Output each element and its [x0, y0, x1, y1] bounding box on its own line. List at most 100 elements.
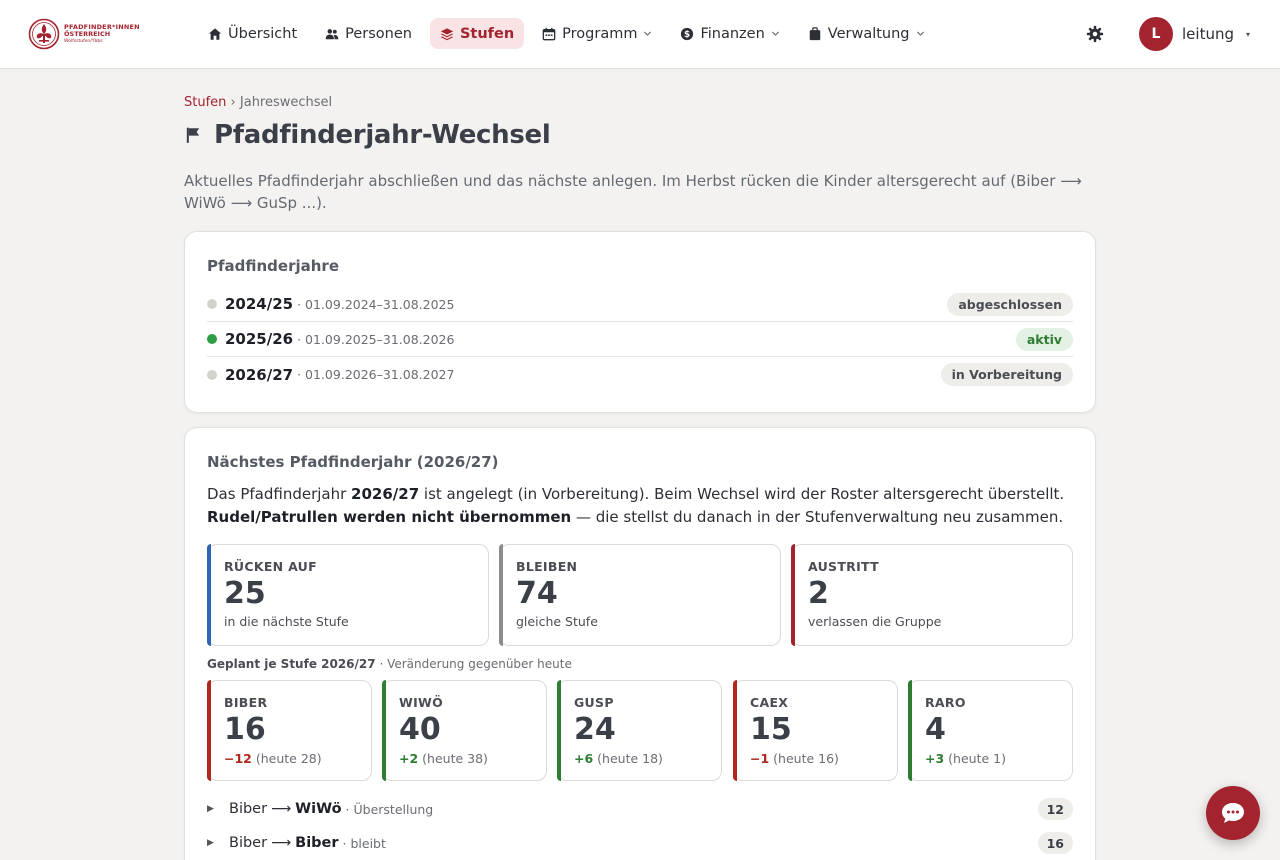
transition-to: WiWö — [295, 801, 342, 817]
plan-title: Geplant je Stufe 2026/27 — [207, 657, 376, 671]
brand-line-2: ÖSTERREICH — [64, 30, 111, 39]
count-badge: 16 — [1037, 832, 1073, 854]
stat-caption: gleiche Stufe — [516, 614, 598, 629]
transition-type: · Überstellung — [345, 801, 434, 817]
transition-from: Biber — [229, 835, 268, 851]
nav-item-verwaltung[interactable]: Verwaltung — [798, 18, 935, 49]
stage-change: +6 (heute 18) — [574, 751, 721, 766]
intro-warning: Rudel/Patrullen werden nicht übernommen — [207, 508, 572, 526]
status-dot — [207, 369, 217, 380]
intro-text: ist angelegt (in Vorbereitung). Beim Wec… — [419, 485, 1065, 503]
stat-value: 25 — [224, 576, 266, 611]
arrow-right-icon: ⟶ — [271, 801, 292, 817]
stat-value: 74 — [516, 576, 558, 611]
chevron-down-icon — [771, 31, 779, 37]
stage-count: 16 — [224, 712, 266, 747]
breadcrumb: Stufen › Jahreswechsel — [184, 95, 332, 110]
today-value: (heute 18) — [597, 751, 663, 766]
stat-card-exit: AUSTRITT 2 verlassen die Gruppe — [791, 544, 1073, 646]
main-nav: Übersicht Personen Stufen Programm $ Fin… — [198, 18, 943, 49]
plan-heading: Geplant je Stufe 2026/27 · Veränderung g… — [207, 657, 572, 671]
stat-caption: in die nächste Stufe — [224, 614, 349, 629]
page-title-row: Pfadfinderjahr-Wechsel — [184, 120, 551, 150]
intro-year: 2026/27 — [351, 485, 420, 503]
next-year-card: Nächstes Pfadfinderjahr (2026/27) Das Pf… — [184, 427, 1096, 860]
breadcrumb-current: Jahreswechsel — [239, 95, 333, 110]
home-icon — [208, 27, 222, 40]
svg-text:$: $ — [684, 30, 690, 40]
stat-label: RÜCKEN AUF — [224, 559, 317, 574]
status-badge: aktiv — [1015, 328, 1073, 351]
transition-row[interactable]: ▶ Biber ⟶ Biber · bleibt 16 — [207, 828, 1073, 858]
stage-tile-biber: BIBER 16 −12 (heute 28) — [207, 680, 372, 781]
stat-label: BLEIBEN — [516, 559, 578, 574]
stat-caption: verlassen die Gruppe — [808, 614, 942, 629]
delta-value: +6 — [574, 751, 594, 766]
stage-change: −12 (heute 28) — [224, 751, 371, 766]
year-dates: · 01.09.2025–31.08.2026 — [297, 331, 455, 347]
stage-tile-wiwoe: WIWÖ 40 +2 (heute 38) — [382, 680, 547, 781]
page-description: Aktuelles Pfadfinderjahr abschließen und… — [184, 172, 1082, 212]
transition-row[interactable]: ▶ Biber ⟶ WiWö · Überstellung 12 — [207, 794, 1073, 824]
stage-change: −1 (heute 16) — [750, 751, 897, 766]
page-title: Pfadfinderjahr-Wechsel — [214, 120, 551, 150]
stage-count: 40 — [399, 712, 441, 747]
accent-bar — [733, 680, 737, 781]
brand-line-1: PFADFINDER*INNEN — [64, 22, 140, 31]
scout-years-card: Pfadfinderjahre 2024/25 · 01.09.2024–31.… — [184, 231, 1096, 413]
year-dates: · 01.09.2026–31.08.2027 — [297, 367, 455, 382]
nav-item-finanzen[interactable]: $ Finanzen — [670, 18, 789, 49]
accent-bar — [791, 544, 795, 646]
chat-bubble-icon — [1222, 803, 1244, 823]
breadcrumb-link-stufen[interactable]: Stufen — [184, 95, 227, 110]
stat-card-stay: BLEIBEN 74 gleiche Stufe — [499, 544, 781, 646]
stage-label: GUSP — [574, 695, 614, 710]
brand-logo[interactable]: PFADFINDER*INNEN ÖSTERREICH Wolfsstufen/… — [28, 17, 140, 51]
next-year-intro: Das Pfadfinderjahr 2026/27 ist angelegt … — [207, 483, 1073, 529]
briefcase-icon — [809, 26, 821, 40]
transition-from: Biber — [229, 801, 268, 817]
stage-tile-caex: CAEX 15 −1 (heute 16) — [733, 680, 898, 781]
gear-icon[interactable] — [1086, 25, 1104, 43]
year-dates: · 01.09.2024–31.08.2025 — [297, 296, 455, 312]
nav-item-personen[interactable]: Personen — [315, 18, 422, 49]
year-name: 2026/27 — [225, 365, 294, 384]
nav-item-uebersicht[interactable]: Übersicht — [198, 18, 307, 49]
accent-bar — [382, 680, 386, 781]
users-icon — [325, 28, 339, 39]
delta-value: +3 — [925, 751, 945, 766]
breadcrumb-separator: › — [230, 95, 236, 110]
chevron-down-icon — [644, 31, 652, 37]
accent-bar — [499, 544, 503, 646]
transition-type: · bleibt — [342, 835, 386, 851]
year-name: 2024/25 — [225, 295, 294, 313]
status-dot — [207, 299, 217, 309]
year-row[interactable]: 2025/26 · 01.09.2025–31.08.2026 aktiv — [207, 322, 1073, 357]
nav-item-label: Verwaltung — [827, 25, 910, 42]
nav-item-programm[interactable]: Programm — [532, 18, 662, 49]
stage-change: +2 (heute 38) — [399, 751, 546, 766]
top-navigation-bar: PFADFINDER*INNEN ÖSTERREICH Wolfsstufen/… — [0, 0, 1280, 69]
accent-bar — [908, 680, 912, 781]
today-value: (heute 16) — [773, 751, 839, 766]
chat-button[interactable] — [1206, 786, 1260, 840]
stage-label: RARO — [925, 695, 966, 710]
chevron-down-icon — [916, 31, 924, 37]
nav-item-label: Stufen — [459, 25, 515, 42]
stage-count: 24 — [574, 712, 616, 747]
year-row[interactable]: 2024/25 · 01.09.2024–31.08.2025 abgeschl… — [207, 287, 1073, 322]
stage-tile-raro: RARO 4 +3 (heute 1) — [908, 680, 1073, 781]
caret-down-icon: ▾ — [1245, 29, 1250, 39]
stage-label: WIWÖ — [399, 695, 444, 710]
today-value: (heute 1) — [948, 751, 1006, 766]
user-menu[interactable]: L leitung ▾ — [1139, 17, 1250, 51]
expand-triangle-icon: ▶ — [207, 838, 214, 848]
nav-item-stufen[interactable]: Stufen — [429, 18, 525, 49]
user-name: leitung — [1182, 25, 1234, 43]
flag-icon — [186, 127, 200, 143]
year-row[interactable]: 2026/27 · 01.09.2026–31.08.2027 in Vorbe… — [207, 357, 1073, 392]
layers-icon — [440, 27, 454, 40]
year-name: 2025/26 — [225, 330, 294, 348]
plan-note: · Veränderung gegenüber heute — [379, 657, 572, 671]
intro-text: — die stellst du danach in der Stufenver… — [571, 508, 1064, 526]
